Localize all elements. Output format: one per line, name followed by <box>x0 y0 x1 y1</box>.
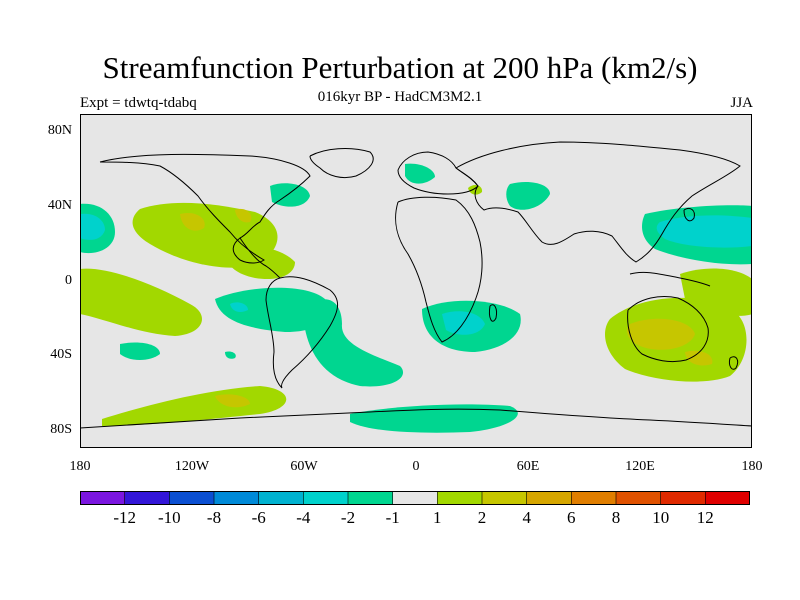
colorbar-tick-label: -8 <box>206 508 222 527</box>
colorbar-cell <box>392 491 439 505</box>
colorbar-tick-label: -4 <box>296 508 311 527</box>
chart-subtitle: 016kyr BP - HadCM3M2.1 <box>317 89 483 105</box>
x-label-60e: 60E <box>516 459 540 474</box>
colorbar-cell <box>347 491 394 505</box>
coast-asia <box>455 141 741 263</box>
contour-southern-ocean-pacific <box>102 386 287 426</box>
contour-pacific-core <box>180 212 205 231</box>
coast-madagascar <box>489 304 497 322</box>
colorbar-tick-label: -12 <box>113 508 137 527</box>
colorbar-cell <box>571 491 617 505</box>
contour-north-pacific-core <box>80 213 105 240</box>
y-label-80s: 80S <box>50 422 72 437</box>
colorbar-tick-label: 2 <box>477 508 487 527</box>
experiment-label: Expt = tdwtq-tdabq <box>80 95 197 111</box>
colorbar-cell <box>80 491 126 505</box>
coast-africa <box>395 196 483 343</box>
contour-australia-north <box>680 268 752 316</box>
x-label-120w: 120W <box>174 459 210 474</box>
contour-black-sea <box>468 185 483 195</box>
colorbar-tick-label: 4 <box>522 508 531 527</box>
contour-argentina <box>305 299 404 387</box>
coast-japan <box>683 207 695 222</box>
contour-australia-core <box>627 318 695 350</box>
coast-central-america <box>239 237 281 279</box>
map-svg <box>80 114 752 448</box>
y-label-eq: 0 <box>65 273 72 288</box>
coast-new-zealand <box>729 356 739 370</box>
season-label: JJA <box>730 95 753 111</box>
colorbar-tick-label: 10 <box>652 508 670 527</box>
contour-south-pacific-small <box>120 342 160 360</box>
chart-title: Streamfunction Perturbation at 200 hPa (… <box>102 50 698 85</box>
contour-australia-south-core <box>685 350 713 366</box>
colorbar-cell <box>437 491 483 505</box>
colorbar <box>80 491 750 505</box>
colorbar-cell <box>615 491 662 505</box>
contour-mexico-core <box>235 208 252 223</box>
colorbar-cells <box>80 491 750 505</box>
coast-indonesia <box>629 271 711 287</box>
contour-antarctic-indian <box>350 404 518 433</box>
colorbar-tick-label: -2 <box>340 508 356 527</box>
contour-south-pacific <box>80 268 202 336</box>
x-label-120e: 120E <box>625 459 655 474</box>
map-plot <box>80 114 752 448</box>
map-frame <box>80 114 752 448</box>
colorbar-cell <box>526 491 573 505</box>
colorbar-cell <box>303 491 349 505</box>
coastlines <box>80 141 752 429</box>
contour-east-pacific-core <box>230 302 248 312</box>
contour-north-atlantic <box>270 183 310 207</box>
colorbar-cell <box>124 491 171 505</box>
y-label-40s: 40S <box>50 347 72 362</box>
coast-australia <box>627 296 709 363</box>
x-label-0: 0 <box>412 459 420 474</box>
colorbar-tick-label: 6 <box>567 508 576 527</box>
colorbar-tick-label: -10 <box>157 508 181 527</box>
colorbar-cell <box>169 491 215 505</box>
contour-central-asia <box>506 182 550 210</box>
colorbar-frame <box>80 491 750 505</box>
colorbar-tick-label: 1 <box>433 508 442 527</box>
coast-south-america <box>265 276 338 389</box>
coast-north-america <box>99 153 311 264</box>
colorbar-tick-label: 12 <box>696 508 714 527</box>
colorbar-cell <box>213 491 260 505</box>
coast-antarctica <box>80 408 752 429</box>
coast-greenland <box>309 148 374 179</box>
y-label-80n: 80N <box>47 123 72 138</box>
contour-southern-ocean-core <box>215 394 250 408</box>
contour-east-pacific <box>215 287 329 332</box>
colorbar-cell <box>705 491 750 505</box>
colorbar-tick-label: -6 <box>251 508 266 527</box>
colorbar-tick-label: -1 <box>385 508 400 527</box>
x-label-180w: 180 <box>69 459 91 474</box>
contour-drake <box>225 351 236 359</box>
contours-positive-2-4 <box>180 208 713 408</box>
x-label-60w: 60W <box>290 459 318 474</box>
colorbar-tick-label: 8 <box>611 508 621 527</box>
y-label-40n: 40N <box>47 198 72 213</box>
x-label-180e: 180 <box>741 459 763 474</box>
colorbar-cell <box>258 491 305 505</box>
contour-west-pacific-core <box>656 215 752 248</box>
colorbar-cell <box>481 491 528 505</box>
colorbar-cell <box>660 491 707 505</box>
contour-scandinavia <box>405 163 435 184</box>
